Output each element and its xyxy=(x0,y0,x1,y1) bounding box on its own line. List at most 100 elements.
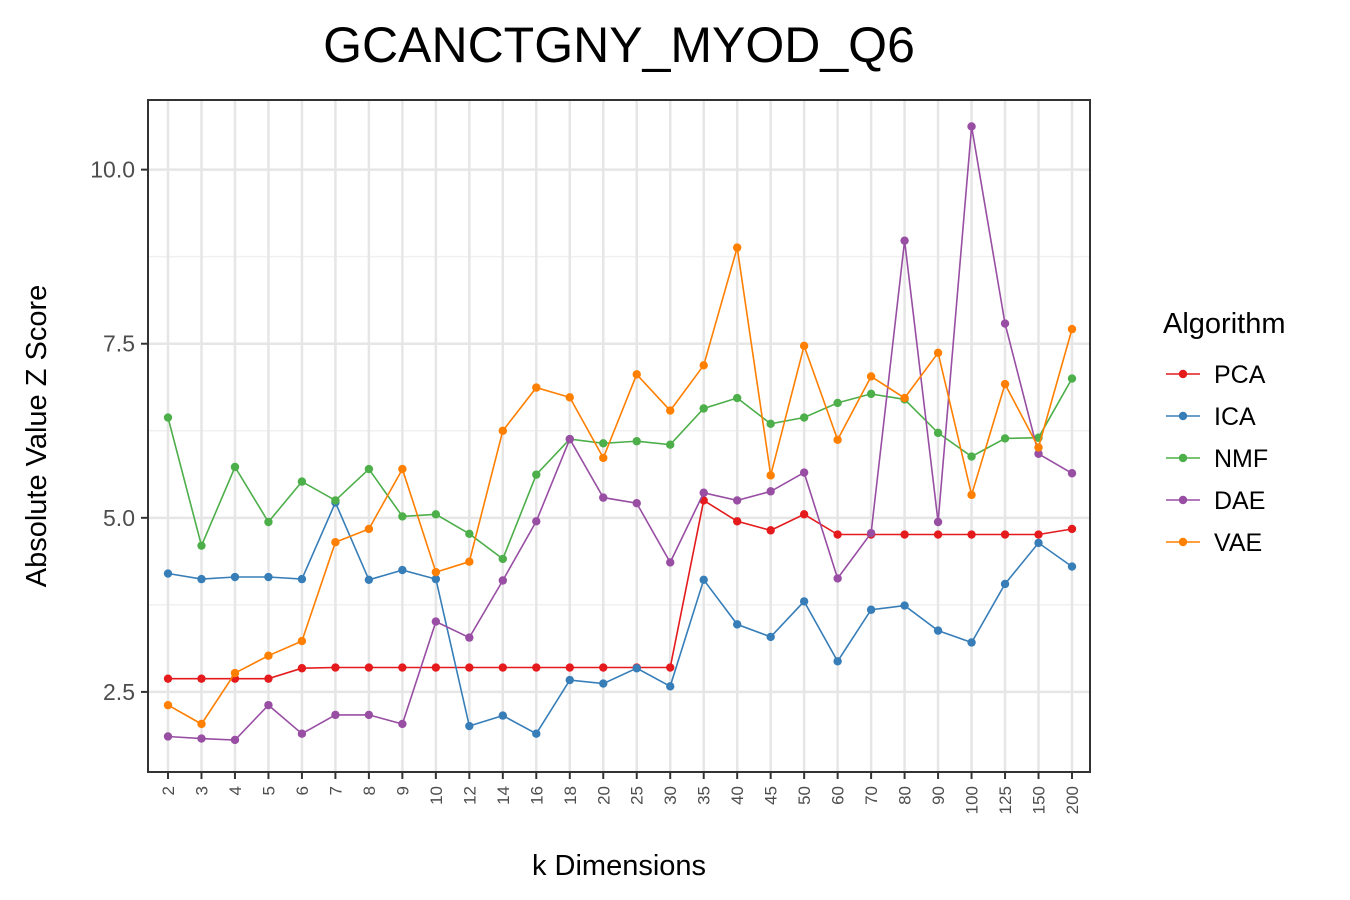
data-point xyxy=(799,341,809,351)
legend-swatch-point xyxy=(1178,453,1188,463)
data-point xyxy=(699,488,708,497)
data-point xyxy=(230,668,240,678)
data-point xyxy=(1000,319,1010,328)
data-point xyxy=(967,530,976,539)
x-tick-label: 6 xyxy=(293,786,312,795)
data-point xyxy=(666,558,675,567)
legend-label: ICA xyxy=(1214,403,1256,431)
x-tick-label: 2 xyxy=(159,786,178,795)
data-point xyxy=(331,537,340,547)
data-point xyxy=(465,529,474,539)
x-tick-label: 3 xyxy=(192,786,211,795)
data-point xyxy=(532,383,541,392)
data-point xyxy=(498,554,508,564)
data-point xyxy=(666,406,675,415)
data-point xyxy=(431,663,441,672)
data-point xyxy=(297,636,307,646)
grid xyxy=(148,100,1090,772)
x-tick-label: 20 xyxy=(594,786,613,805)
data-point xyxy=(1000,434,1010,443)
y-axis-title: Absolute Value Z Score xyxy=(21,285,53,588)
data-point xyxy=(431,617,441,626)
data-point xyxy=(599,663,608,672)
data-point xyxy=(866,528,876,538)
x-tick-label: 35 xyxy=(695,786,714,805)
x-tick-label: 100 xyxy=(963,786,982,814)
data-point xyxy=(766,632,775,642)
y-tick-label: 10.0 xyxy=(90,157,135,183)
x-tick-label: 90 xyxy=(929,786,948,805)
series-line-nmf xyxy=(167,378,1073,561)
data-point xyxy=(264,674,273,683)
legend-swatch-point xyxy=(1178,495,1188,505)
data-point xyxy=(799,597,809,606)
data-point xyxy=(632,499,641,508)
data-point xyxy=(498,711,508,720)
data-point xyxy=(163,569,173,578)
data-point xyxy=(532,663,541,672)
x-tick-label: 25 xyxy=(628,786,647,805)
x-tick-label: 60 xyxy=(829,786,848,805)
data-point xyxy=(732,393,742,403)
data-point xyxy=(498,663,508,672)
y-tick-label: 2.5 xyxy=(103,679,135,705)
legend-item-nmf: NMF xyxy=(1166,445,1268,473)
data-point xyxy=(230,735,240,745)
x-tick-label: 16 xyxy=(527,786,546,805)
data-point xyxy=(331,710,340,720)
x-tick-label: 125 xyxy=(996,786,1015,814)
data-point xyxy=(398,663,407,672)
data-point xyxy=(599,439,608,448)
legend-title: Algorithm xyxy=(1163,308,1286,340)
data-point xyxy=(364,464,374,474)
x-tick-label: 10 xyxy=(427,786,446,805)
data-point xyxy=(666,440,675,449)
data-point xyxy=(933,348,943,357)
data-point xyxy=(565,393,574,402)
data-point xyxy=(264,517,273,527)
data-point xyxy=(465,633,474,642)
data-point xyxy=(933,517,943,527)
data-point xyxy=(364,524,374,534)
x-tick-label: 50 xyxy=(795,786,814,805)
data-point xyxy=(866,389,876,399)
data-point xyxy=(1067,524,1077,534)
data-point xyxy=(532,729,541,738)
data-point xyxy=(1067,374,1077,383)
data-point xyxy=(431,510,441,519)
data-point xyxy=(1034,443,1043,452)
series-dae xyxy=(163,122,1077,745)
data-point xyxy=(264,572,273,582)
data-point xyxy=(732,496,742,505)
data-point xyxy=(732,517,742,526)
x-tick-label: 40 xyxy=(728,786,747,805)
legend-item-ica: ICA xyxy=(1166,403,1256,431)
data-point xyxy=(933,626,943,635)
data-point xyxy=(699,404,708,413)
data-point xyxy=(967,122,976,131)
series-line-dae xyxy=(167,126,1073,741)
legend-label: PCA xyxy=(1214,361,1266,389)
x-tick-label: 9 xyxy=(393,786,412,795)
data-point xyxy=(599,453,608,463)
legend-label: NMF xyxy=(1214,445,1268,473)
legend-item-dae: DAE xyxy=(1166,487,1265,515)
data-point xyxy=(766,419,775,429)
data-point xyxy=(398,719,407,729)
legend-swatch-point xyxy=(1178,537,1188,547)
data-point xyxy=(666,663,675,672)
x-tick-label: 18 xyxy=(561,786,580,805)
x-axis-title: k Dimensions xyxy=(532,850,706,882)
data-point xyxy=(163,674,173,683)
data-point xyxy=(1034,530,1043,539)
data-point xyxy=(833,435,842,445)
data-point xyxy=(1000,530,1010,539)
series-line-pca xyxy=(168,499,1073,680)
data-point xyxy=(532,517,541,526)
data-point xyxy=(230,462,240,472)
data-point xyxy=(766,487,775,496)
x-tick-label: 70 xyxy=(862,786,881,805)
data-point xyxy=(498,576,508,585)
data-point xyxy=(632,664,641,673)
